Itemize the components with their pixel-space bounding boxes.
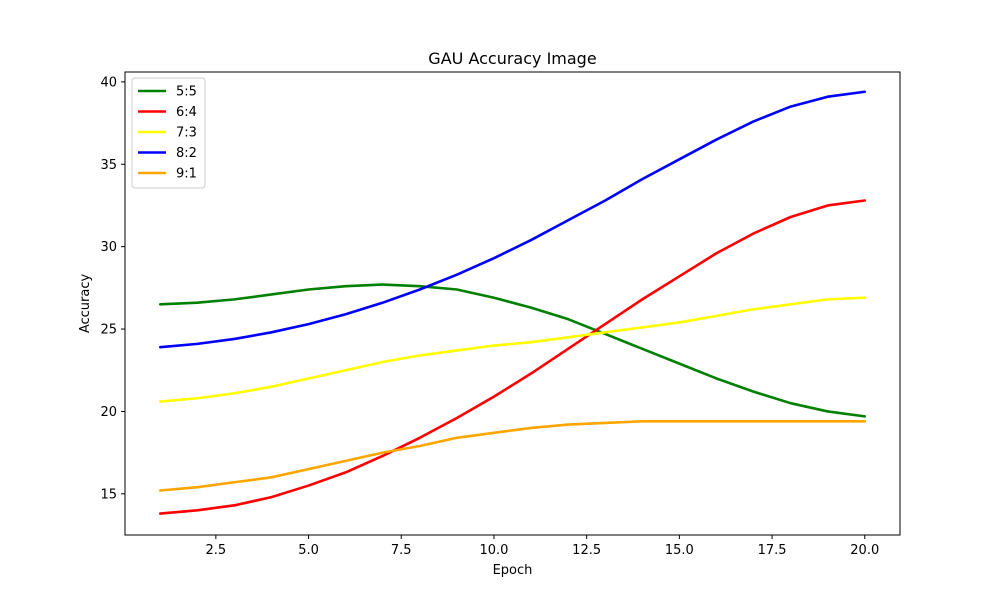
y-tick-label: 15 [100, 487, 117, 502]
x-tick-label: 20.0 [850, 543, 879, 558]
plot-frame [124, 71, 901, 536]
series-line-6-4 [158, 199, 867, 515]
series-line-8-2 [158, 90, 867, 349]
x-tick-label: 10.0 [479, 543, 508, 558]
x-tick-label: 12.5 [572, 543, 601, 558]
y-tick-label: 35 [100, 158, 117, 173]
legend-label: 7:3 [176, 126, 197, 141]
plot-area [124, 71, 901, 536]
series-line-5-5 [158, 283, 867, 418]
legend: 5:5 6:4 7:3 8:2 9:1 [131, 77, 206, 189]
series-line-9-1 [158, 420, 867, 492]
x-tick-label: 7.5 [391, 543, 412, 558]
series-layer [158, 90, 867, 515]
y-tick-label: 30 [100, 240, 117, 255]
chart-title: GAU Accuracy Image [428, 49, 596, 68]
legend-label: 9:1 [176, 167, 197, 182]
x-axis-title: Epoch [493, 563, 533, 578]
x-axis: 2.5 5.0 7.5 10.0 12.5 15.0 17.5 20.0 [206, 535, 879, 558]
y-tick-label: 25 [100, 323, 117, 338]
legend-label: 5:5 [176, 85, 197, 100]
series-line-7-3 [158, 296, 867, 403]
x-tick-label: 2.5 [206, 543, 227, 558]
legend-label: 6:4 [176, 105, 197, 120]
legend-box [131, 77, 206, 189]
y-axis-title: Accuracy [78, 274, 93, 334]
x-tick-label: 17.5 [758, 543, 787, 558]
y-axis: 15 20 25 30 35 40 [100, 75, 125, 502]
x-tick-label: 5.0 [298, 543, 319, 558]
y-tick-label: 40 [100, 75, 117, 90]
y-tick-label: 20 [100, 405, 117, 420]
x-tick-label: 15.0 [665, 543, 694, 558]
legend-label: 8:2 [176, 146, 197, 161]
